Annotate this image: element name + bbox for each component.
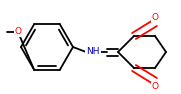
Text: NH: NH [86, 47, 100, 56]
Text: O: O [151, 82, 159, 91]
Text: O: O [14, 28, 22, 36]
Text: O: O [151, 13, 159, 22]
